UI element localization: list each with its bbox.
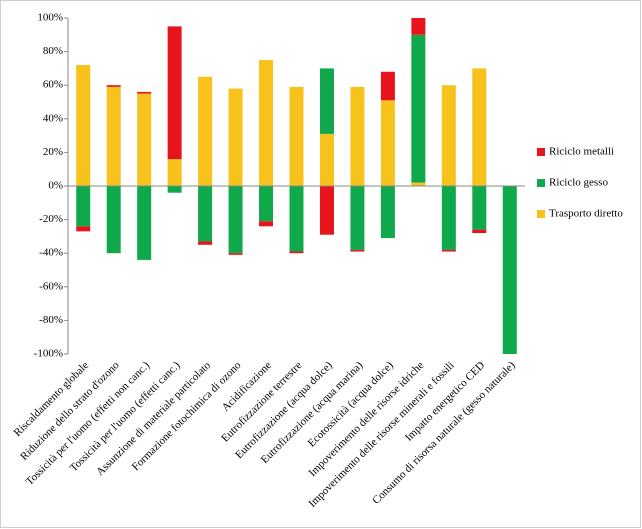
y-tick-label: -40% — [39, 247, 63, 259]
bar-segment — [106, 85, 121, 87]
bar-segment — [198, 76, 213, 186]
bar-segment — [198, 186, 213, 242]
bar-segment — [319, 186, 334, 235]
bar-segment — [502, 186, 517, 354]
bar-segment — [289, 86, 304, 186]
legend-label: Trasporto diretto — [549, 208, 623, 220]
bar-segment — [76, 226, 91, 232]
bar-segment — [380, 71, 395, 101]
bar-segment — [76, 65, 91, 186]
bar-segment — [167, 159, 182, 186]
bar-segment — [289, 186, 304, 252]
bar-segment — [228, 186, 243, 254]
bar-segment — [198, 241, 213, 245]
y-tick-label: 80% — [43, 45, 63, 57]
legend-swatch — [537, 179, 545, 187]
bar-segment — [228, 88, 243, 186]
bar-segment — [106, 86, 121, 186]
bar-segment — [472, 186, 487, 230]
bar-segment — [441, 249, 456, 252]
y-tick-label: -20% — [39, 213, 63, 225]
bar-segment — [472, 229, 487, 234]
bar-segment — [228, 253, 243, 255]
y-tick-label: 40% — [43, 112, 63, 124]
bar-segment — [289, 251, 304, 254]
bar-segment — [411, 182, 426, 186]
bar-segment — [441, 85, 456, 186]
bar-segment — [259, 60, 274, 186]
y-tick-label: -80% — [39, 314, 63, 326]
bar-segment — [472, 68, 487, 186]
bar-segment — [167, 26, 182, 160]
bar-segment — [411, 34, 426, 183]
y-tick-label: 60% — [43, 79, 63, 91]
legend-swatch — [537, 148, 545, 156]
bar-segment — [167, 186, 182, 193]
legend-label: Riciclo metalli — [549, 146, 614, 158]
bar-segment — [319, 133, 334, 186]
legend-label: Riciclo gesso — [549, 177, 608, 189]
bar-segment — [319, 68, 334, 134]
bar-segment — [441, 186, 456, 250]
bar-segment — [259, 221, 274, 227]
y-tick-label: 100% — [37, 12, 63, 24]
y-tick-label: 0% — [48, 180, 63, 192]
bar-segment — [137, 91, 152, 94]
bar-segment — [350, 186, 365, 250]
bar-segment — [380, 186, 395, 239]
y-tick-label: -60% — [39, 280, 63, 292]
bar-segment — [411, 18, 426, 35]
bar-segment — [350, 86, 365, 186]
bar-segment — [137, 93, 152, 186]
legend-swatch — [537, 210, 545, 218]
bar-segment — [380, 100, 395, 186]
bar-segment — [106, 186, 121, 254]
bar-segment — [137, 186, 152, 260]
y-tick-label: -100% — [34, 348, 63, 360]
bar-segment — [350, 249, 365, 252]
y-tick-label: 20% — [43, 146, 63, 158]
bar-segment — [76, 186, 91, 227]
bar-segment — [259, 186, 274, 222]
